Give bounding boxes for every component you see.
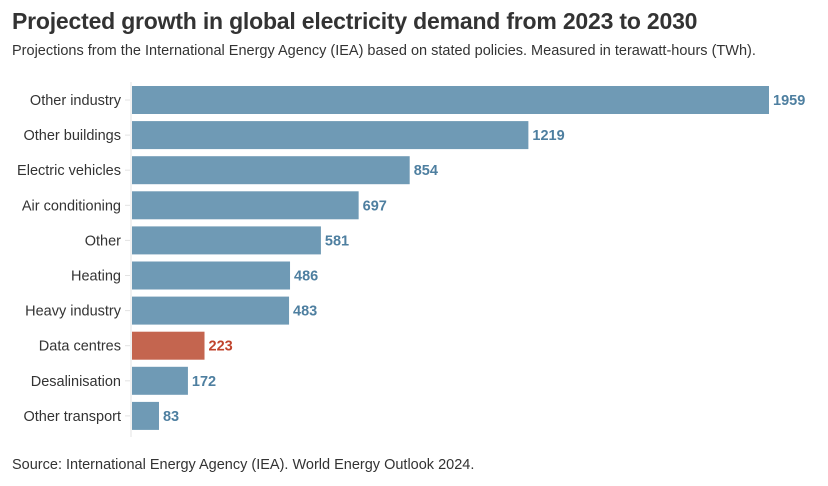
chart-source: Source: International Energy Agency (IEA… [12,457,475,473]
value-label: 1959 [773,93,805,109]
bar [132,261,291,290]
bar [132,331,205,360]
bar [132,296,290,325]
category-label: Desalinisation [31,374,121,390]
value-label: 1219 [532,128,564,144]
category-label: Data centres [39,339,121,355]
category-label: Other buildings [23,128,121,144]
value-label: 483 [293,304,317,320]
category-label: Other industry [30,93,122,109]
category-label: Air conditioning [22,198,121,214]
bar [132,401,159,430]
category-label: Other [85,233,121,249]
bar [132,191,359,220]
bar [132,226,321,255]
category-label: Heating [71,269,121,285]
value-label: 83 [163,409,179,425]
bar [132,156,410,185]
bar [132,366,188,395]
bar [132,121,529,150]
value-label: 172 [192,374,216,390]
value-label: 581 [325,233,349,249]
category-label: Heavy industry [25,304,122,320]
chart-subtitle: Projections from the International Energ… [12,43,756,59]
chart-title: Projected growth in global electricity d… [12,8,698,34]
category-label: Other transport [23,409,121,425]
value-label: 697 [363,198,387,214]
bar [132,86,769,114]
value-label: 854 [414,163,438,179]
category-label: Electric vehicles [17,163,121,179]
value-label: 223 [209,339,233,355]
value-label: 486 [294,269,318,285]
